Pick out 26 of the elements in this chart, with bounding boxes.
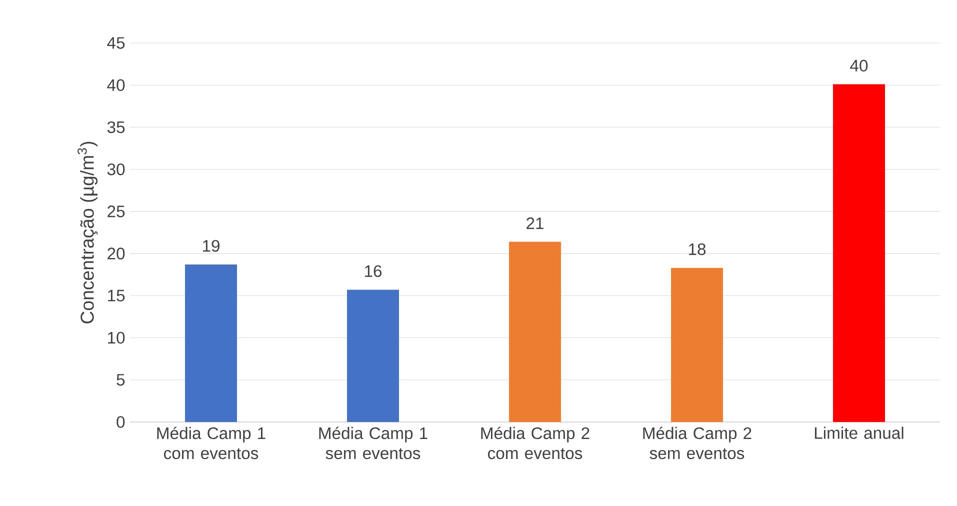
bar — [671, 268, 723, 422]
y-axis-title: Concentração (µg/m$^{3}$) — [78, 142, 98, 324]
y-tick-label: 35 — [107, 121, 125, 134]
bar — [833, 84, 885, 422]
data-label: 18 — [689, 243, 706, 256]
y-tick-label: 5 — [116, 374, 125, 386]
y-tick-label: 25 — [108, 206, 125, 218]
x-tick-label: Média Camp 2 sem eventos — [643, 426, 752, 460]
bar — [509, 242, 561, 422]
data-label: 16 — [365, 265, 382, 278]
bar — [347, 290, 399, 422]
y-tick-label: 0 — [116, 416, 125, 428]
y-tick-label: 15 — [108, 290, 125, 302]
y-tick-label: 10 — [108, 332, 125, 344]
data-label: 40 — [850, 60, 868, 72]
data-label: 19 — [203, 240, 220, 252]
y-tick-label: 45 — [107, 37, 125, 49]
x-tick-label: Média Camp 1 sem eventos — [319, 426, 428, 460]
x-tick-label: Média Camp 2 com eventos — [481, 426, 590, 460]
y-tick-label: 30 — [107, 163, 125, 176]
x-tick-label: Limite anual — [814, 426, 904, 439]
x-tick-label: Média Camp 1 com eventos — [157, 426, 266, 460]
bar — [185, 264, 238, 422]
y-tick-label: 40 — [107, 79, 125, 92]
y-tick-label: 20 — [108, 248, 125, 260]
data-label: 21 — [526, 217, 544, 230]
